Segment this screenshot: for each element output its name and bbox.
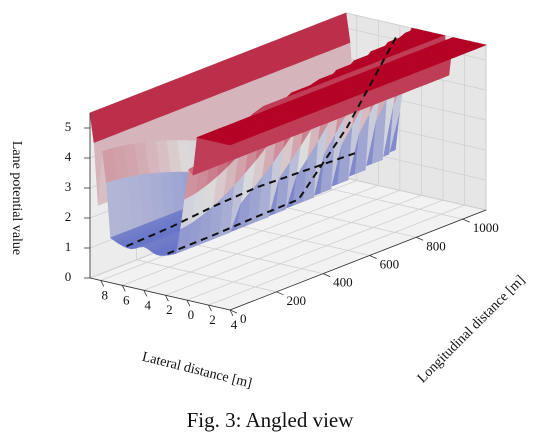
lane-boundary-line <box>167 36 397 255</box>
z-tick-label: 2 <box>65 209 72 224</box>
z-tick-label: 3 <box>65 179 72 194</box>
grid-line <box>229 223 370 256</box>
z-tick-label: 1 <box>65 239 72 254</box>
x-tick-mark <box>208 304 212 312</box>
grid-line <box>122 185 379 286</box>
z-tick-label: 0 <box>65 269 72 284</box>
x-tick-mark <box>143 290 148 297</box>
x-tick-label: 6 <box>123 292 130 307</box>
grid-line <box>143 189 400 291</box>
y-tick-mark <box>276 291 284 296</box>
grid-line <box>136 259 277 293</box>
x-tick-label: 4 <box>231 317 238 332</box>
x-axis-label: Lateral distance [m] <box>140 350 253 392</box>
x-tick-label: 8 <box>102 287 109 302</box>
y-tick-label: 1000 <box>473 220 499 235</box>
figure-caption: Fig. 3: Angled view <box>186 408 354 432</box>
z-tick-label: 5 <box>65 119 72 134</box>
x-tick-label: 4 <box>145 297 152 312</box>
lane-boundary-line <box>126 152 356 248</box>
x-tick-mark <box>229 309 234 317</box>
y-axis-line <box>229 209 487 311</box>
x-tick-mark <box>121 285 126 292</box>
z-axis-label: Lane potential value <box>9 141 24 255</box>
potential-surface <box>89 12 488 256</box>
y-tick-mark <box>229 309 238 314</box>
z-tick-label: 4 <box>65 149 72 164</box>
y-tick-label: 200 <box>287 293 307 308</box>
y-axis-label: Longitudinal distance [m] <box>415 273 528 386</box>
y-tick-label: 0 <box>240 311 247 326</box>
lane-boundaries <box>126 36 397 255</box>
grid-line <box>322 186 463 220</box>
grid-line <box>183 241 324 275</box>
grid-line <box>345 177 487 211</box>
grid-line <box>208 204 465 306</box>
x-tick-mark <box>186 299 191 307</box>
x-axis-line <box>89 277 231 311</box>
grid-line <box>165 194 422 296</box>
y-tick-label: 800 <box>426 238 446 253</box>
surface-facet <box>224 139 242 146</box>
y-tick-mark <box>369 255 377 259</box>
y-tick-mark <box>462 218 470 223</box>
x-tick-label: 0 <box>188 307 195 322</box>
x-tick-mark <box>165 295 169 302</box>
x-tick-label: 2 <box>209 312 216 327</box>
x-tick-mark <box>100 280 105 287</box>
y-tick-mark <box>322 273 331 278</box>
y-tick-label: 400 <box>333 275 353 290</box>
grid-line <box>276 204 417 238</box>
y-tick-label: 600 <box>380 256 400 271</box>
y-tick-mark <box>416 236 424 241</box>
x-tick-label: 2 <box>166 302 173 317</box>
grid-line <box>186 199 444 301</box>
